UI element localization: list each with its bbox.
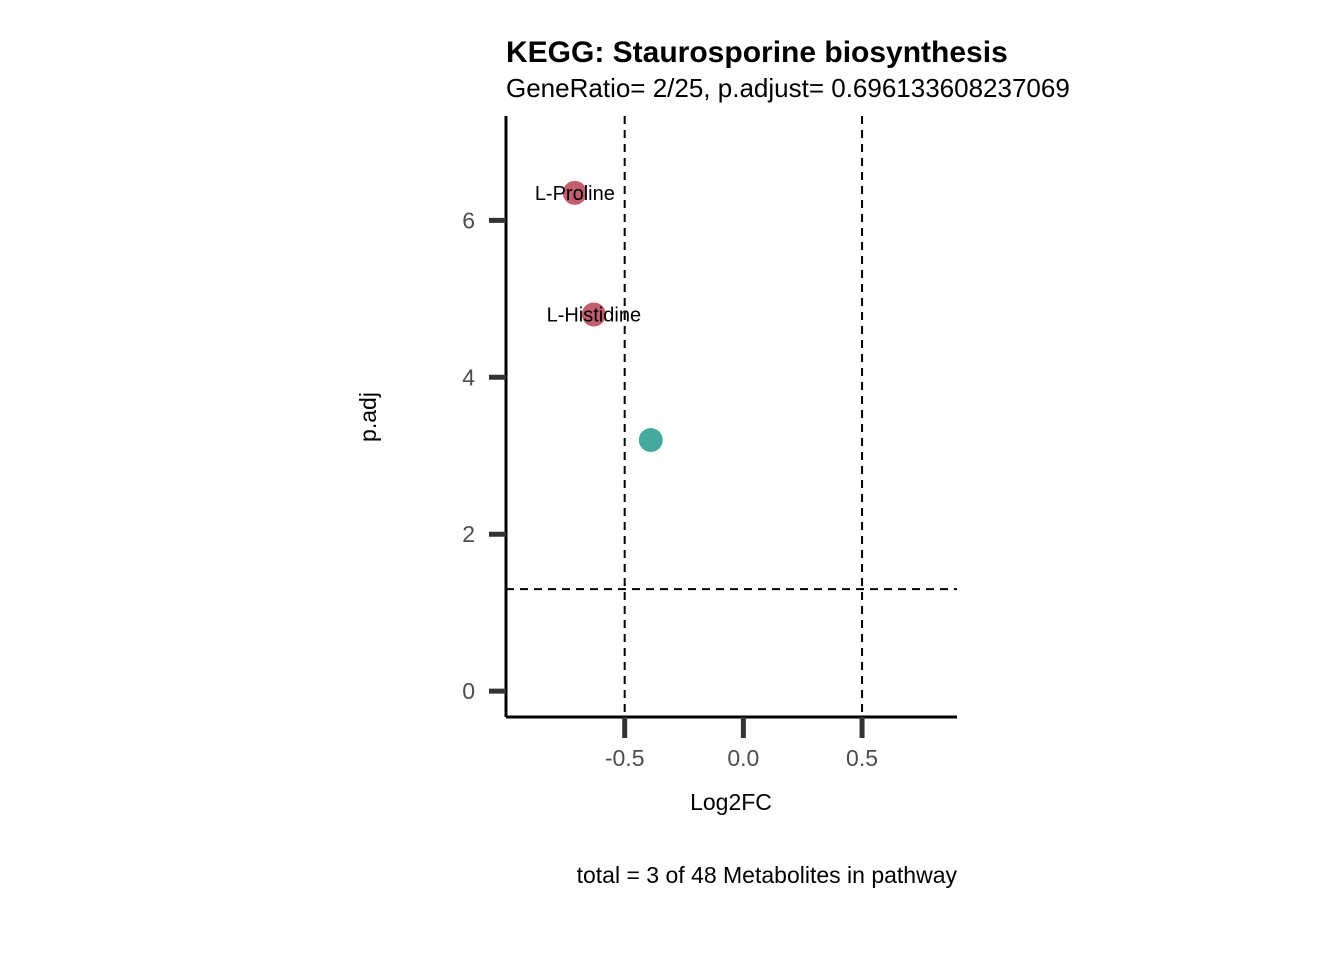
chart-title: KEGG: Staurosporine biosynthesis [506,36,1008,69]
chart-subtitle: GeneRatio= 2/25, p.adjust= 0.69613360823… [506,73,1070,103]
points-layer: L-Proline L-Histidine [535,180,663,453]
point-label: L-Proline [535,183,615,205]
x-tick-label: 0.5 [846,745,878,771]
y-axis-title: p.adj [355,392,381,442]
x-tick-label: -0.5 [605,745,645,771]
y-tick-label: 4 [462,364,475,390]
x-axis-title: Log2FC [690,789,772,815]
x-tick-label: 0.0 [727,745,759,771]
chart-caption: total = 3 of 48 Metabolites in pathway [577,862,958,888]
point-label: L-Histidine [547,305,641,327]
y-tick-label: 2 [462,521,475,547]
data-point [562,180,587,205]
data-point [638,428,663,453]
y-tick-label: 6 [462,207,475,233]
axes: -0.5 0.0 0.5 0 2 4 6 [462,116,957,771]
reference-lines [506,116,957,717]
y-tick-label: 0 [462,678,475,704]
data-point [581,302,606,327]
